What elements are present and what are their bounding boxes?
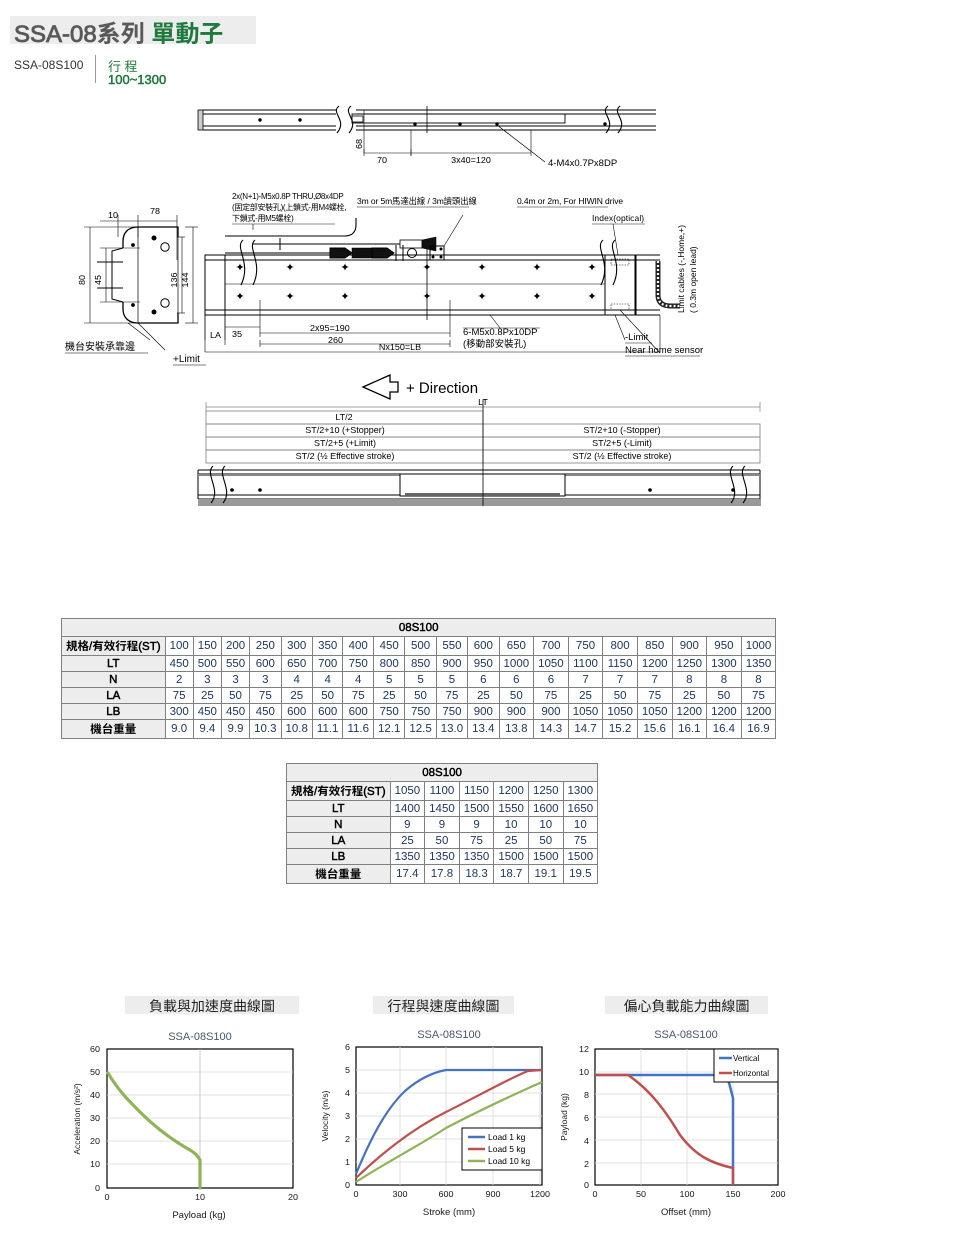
svg-text:Horizontal: Horizontal (733, 1069, 769, 1078)
svg-text:Vertical: Vertical (733, 1054, 759, 1063)
svg-text:12: 12 (579, 1044, 589, 1054)
svg-text:150: 150 (725, 1189, 740, 1199)
svg-text:Offset (mm): Offset (mm) (661, 1207, 711, 1218)
svg-text:2: 2 (584, 1159, 589, 1169)
svg-text:Payload (kg): Payload (kg) (559, 1093, 569, 1141)
svg-text:0: 0 (592, 1189, 597, 1199)
svg-text:4: 4 (584, 1136, 589, 1146)
svg-text:10: 10 (579, 1067, 589, 1077)
svg-text:8: 8 (584, 1090, 589, 1100)
svg-text:0: 0 (584, 1180, 589, 1190)
svg-text:100: 100 (679, 1189, 694, 1199)
svg-text:50: 50 (636, 1189, 646, 1199)
svg-text:200: 200 (770, 1189, 785, 1199)
svg-text:6: 6 (584, 1113, 589, 1123)
svg-text:SSA-08S100: SSA-08S100 (654, 1029, 718, 1041)
